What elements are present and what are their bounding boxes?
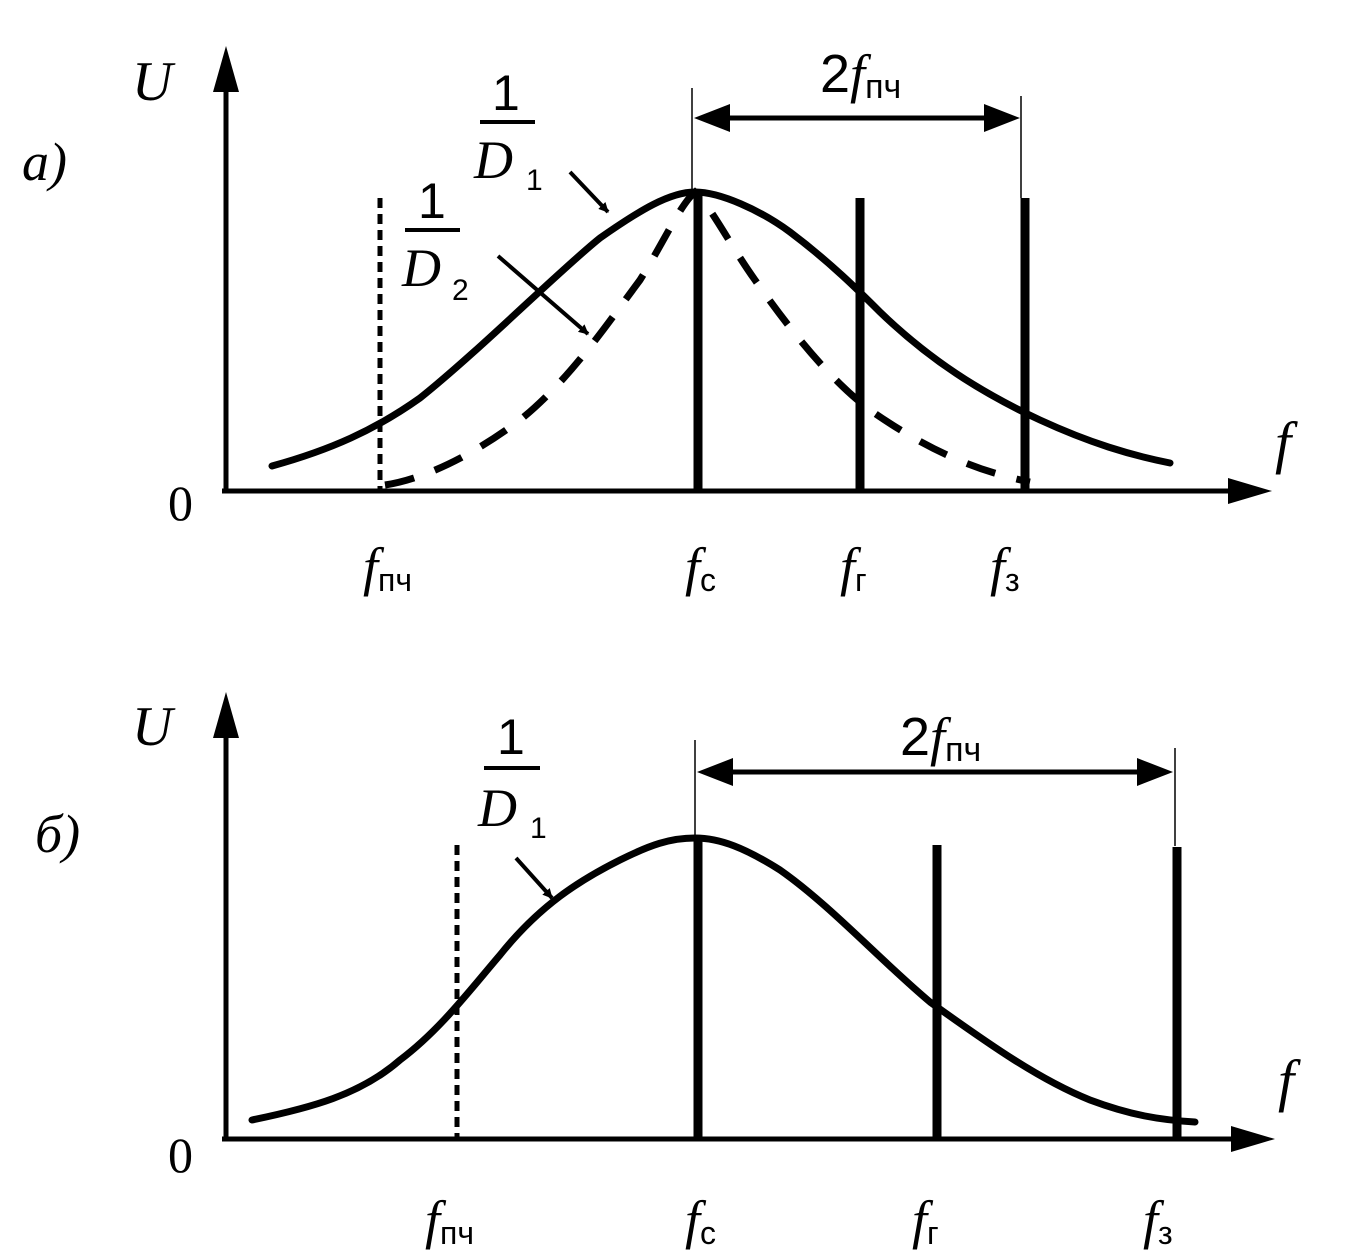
- panel-a-label-d1: 1 D 1: [473, 65, 610, 214]
- panel-a-tick-fif: fпч: [363, 537, 412, 598]
- panel-a-curve-d1: [268, 188, 1174, 470]
- panel-b-origin: 0: [168, 1127, 193, 1183]
- svg-text:1: 1: [526, 164, 543, 197]
- panel-b-tick-fz: fз: [1143, 1190, 1173, 1251]
- panel-b-tick-fif: fпч: [425, 1190, 474, 1251]
- panel-a-y-label: U: [132, 51, 176, 113]
- svg-text:1: 1: [530, 812, 547, 845]
- panel-a-y-arrowhead: [213, 46, 239, 92]
- svg-text:D: D: [401, 238, 441, 298]
- panel-a-span-arrow-right: [984, 104, 1020, 132]
- panel-b-tag: б): [35, 804, 80, 864]
- svg-text:D: D: [473, 130, 513, 190]
- panel-b-curve-d1: [248, 834, 1199, 1126]
- panel-b-span-arrow-left: [697, 758, 733, 786]
- panel-b-y-label: U: [132, 696, 176, 758]
- panel-a-d2-pointer: [496, 254, 590, 336]
- panel-a-tick-fc: fс: [685, 537, 716, 598]
- panel-b-tick-fg: fг: [912, 1190, 939, 1251]
- panel-a: а) U f 0 2fпч 1 D 1: [22, 44, 1298, 598]
- panel-a-tick-fz: fз: [990, 537, 1020, 598]
- panel-b-d1-pointer: [514, 856, 554, 900]
- panel-b-x-label: f: [1278, 1048, 1301, 1113]
- svg-text:2: 2: [452, 274, 469, 307]
- panel-b-x-arrowhead: [1231, 1126, 1275, 1152]
- panel-a-x-label: f: [1275, 410, 1298, 475]
- panel-a-label-d2: 1 D 2: [401, 173, 590, 336]
- panel-a-origin: 0: [168, 475, 193, 531]
- svg-text:1: 1: [497, 709, 525, 765]
- panel-a-tick-fg: fг: [840, 537, 867, 598]
- panel-a-d1-pointer: [568, 170, 610, 214]
- panel-b-span-arrow-right: [1137, 758, 1173, 786]
- svg-text:1: 1: [418, 173, 446, 229]
- panel-b: б) U f 0 2fпч 1 D 1 fпч fс fг fз: [35, 692, 1301, 1251]
- panel-b-y-arrowhead: [213, 692, 239, 738]
- panel-b-span-label: 2fпч: [900, 707, 981, 769]
- panel-b-label-d1: 1 D 1: [477, 709, 554, 900]
- svg-text:1: 1: [492, 65, 520, 121]
- svg-text:D: D: [477, 778, 517, 838]
- panel-a-curve-d2: [384, 187, 1031, 489]
- panel-a-span-label: 2fпч: [820, 44, 901, 106]
- panel-b-tick-fc: fс: [685, 1190, 716, 1251]
- panel-a-x-arrowhead: [1228, 478, 1272, 504]
- panel-a-tag: а): [22, 132, 67, 192]
- panel-a-span-arrow-left: [694, 104, 730, 132]
